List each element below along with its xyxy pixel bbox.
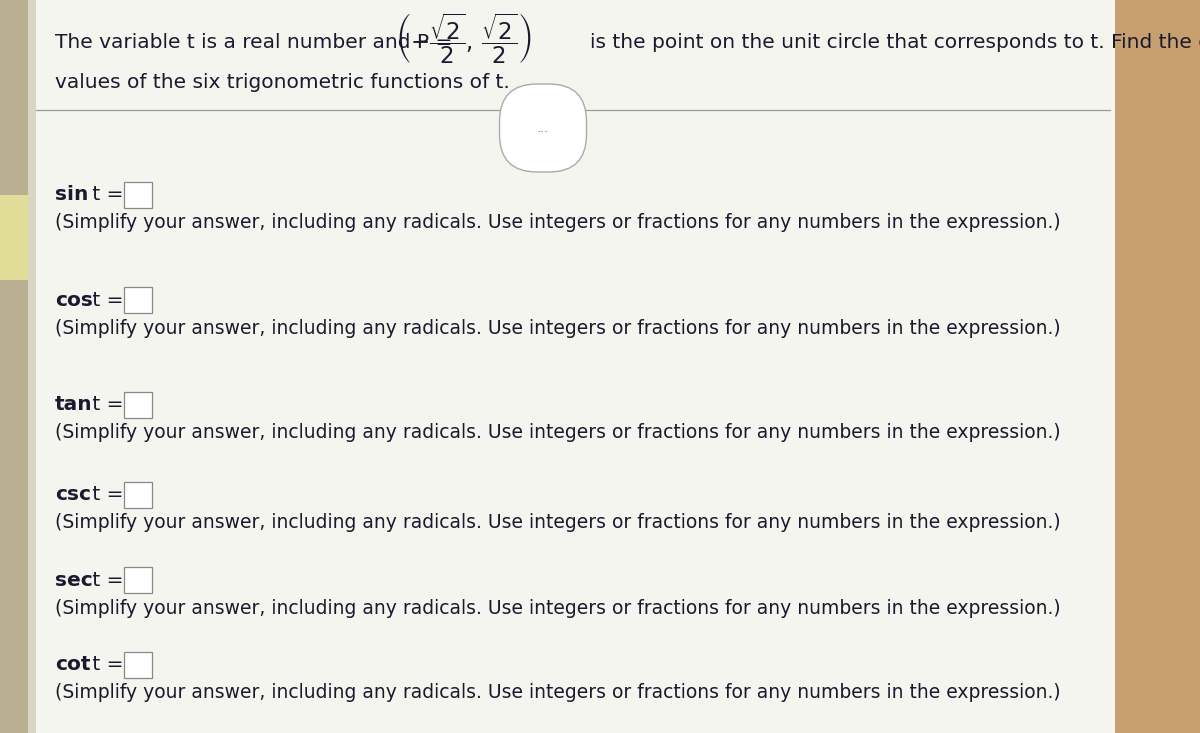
Text: t =: t = (86, 655, 131, 674)
Bar (124, 482, 152, 508)
Text: sin: sin (55, 185, 89, 205)
Text: ...: ... (538, 122, 550, 134)
Text: csc: csc (55, 485, 91, 504)
Bar (28, 0, 36, 733)
Text: cot: cot (55, 655, 90, 674)
Bar (0, 0, 28, 733)
Text: t =: t = (86, 396, 131, 414)
Bar (1115, 0, 1200, 733)
Text: is the point on the unit circle that corresponds to t. Find the exact: is the point on the unit circle that cor… (590, 32, 1200, 51)
Text: t =: t = (86, 570, 131, 589)
Text: t =: t = (86, 185, 131, 205)
Text: (Simplify your answer, including any radicals. Use integers or fractions for any: (Simplify your answer, including any rad… (55, 213, 1061, 232)
Text: The variable t is a real number and P =: The variable t is a real number and P = (55, 32, 458, 51)
Text: (Simplify your answer, including any radicals. Use integers or fractions for any: (Simplify your answer, including any rad… (55, 319, 1061, 337)
Bar (124, 392, 152, 418)
Bar (124, 287, 152, 313)
Text: cos: cos (55, 290, 92, 309)
Text: values of the six trigonometric functions of t.: values of the six trigonometric function… (55, 73, 510, 92)
Text: (Simplify your answer, including any radicals. Use integers or fractions for any: (Simplify your answer, including any rad… (55, 599, 1061, 617)
Bar (124, 652, 152, 678)
Text: t =: t = (86, 485, 131, 504)
Text: t =: t = (86, 290, 131, 309)
Text: sec: sec (55, 570, 92, 589)
Bar (124, 182, 152, 208)
Text: $\left(-\dfrac{\sqrt{2}}{2},\,\dfrac{\sqrt{2}}{2}\right)$: $\left(-\dfrac{\sqrt{2}}{2},\,\dfrac{\sq… (395, 12, 532, 66)
Text: (Simplify your answer, including any radicals. Use integers or fractions for any: (Simplify your answer, including any rad… (55, 514, 1061, 532)
Bar (0, 195, 28, 280)
Text: (Simplify your answer, including any radicals. Use integers or fractions for any: (Simplify your answer, including any rad… (55, 683, 1061, 702)
Text: (Simplify your answer, including any radicals. Use integers or fractions for any: (Simplify your answer, including any rad… (55, 424, 1061, 443)
Text: tan: tan (55, 396, 92, 414)
Bar (124, 567, 152, 593)
